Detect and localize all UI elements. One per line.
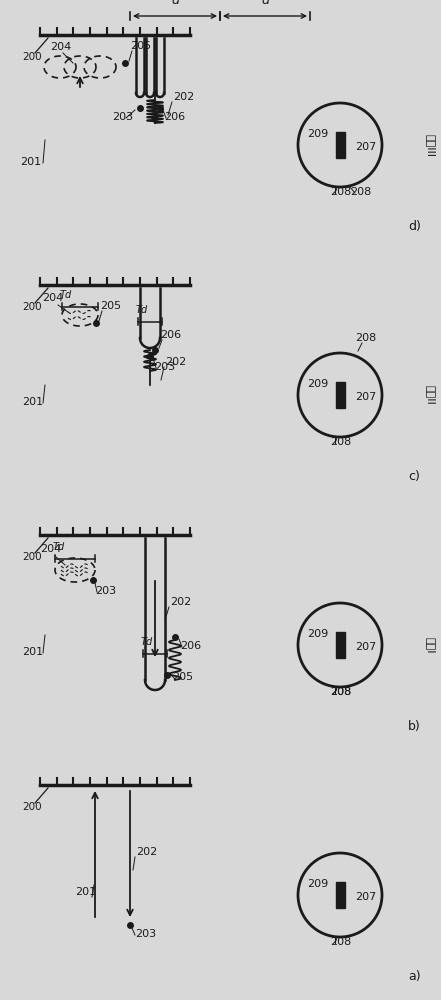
Bar (336, 132, 344, 158)
Text: 202: 202 (173, 92, 194, 102)
Text: 207: 207 (355, 642, 376, 652)
Text: d): d) (408, 220, 421, 233)
Text: b): b) (408, 720, 421, 733)
Text: 204: 204 (50, 42, 71, 52)
Text: Td: Td (136, 305, 148, 315)
Text: 202: 202 (170, 597, 191, 607)
Text: 200: 200 (22, 552, 41, 562)
Bar (336, 882, 344, 908)
Text: 202: 202 (136, 847, 157, 857)
Text: Td: Td (53, 542, 65, 552)
Text: c): c) (408, 470, 420, 483)
Text: 208: 208 (330, 437, 351, 447)
Text: 203: 203 (112, 112, 133, 122)
Text: 209: 209 (307, 879, 329, 889)
Text: 201: 201 (22, 397, 43, 407)
Text: 209: 209 (307, 129, 329, 139)
Text: 209: 209 (307, 379, 329, 389)
Text: 204: 204 (40, 544, 61, 554)
Text: 207: 207 (355, 142, 376, 152)
Bar (336, 382, 344, 408)
Text: 209: 209 (307, 629, 329, 639)
Text: 206: 206 (164, 112, 185, 122)
Text: 203: 203 (135, 929, 156, 939)
Text: 208: 208 (350, 187, 371, 197)
Text: 207: 207 (355, 392, 376, 402)
Text: 205: 205 (130, 41, 151, 51)
Text: 201: 201 (75, 887, 96, 897)
Text: 208: 208 (330, 187, 351, 197)
Text: 203: 203 (95, 586, 116, 596)
Text: d: d (171, 0, 179, 7)
Text: 201: 201 (22, 647, 43, 657)
Text: 等级II: 等级II (425, 385, 435, 405)
Text: a): a) (408, 970, 421, 983)
Text: 204: 204 (42, 293, 63, 303)
Text: 206: 206 (180, 641, 201, 651)
Text: 等级III: 等级III (425, 133, 435, 156)
Text: 208: 208 (330, 937, 351, 947)
Text: 201: 201 (20, 157, 41, 167)
Text: 202: 202 (165, 357, 186, 367)
Bar (336, 632, 344, 658)
Text: 203: 203 (154, 362, 175, 372)
Text: 208: 208 (330, 687, 351, 697)
Text: 205: 205 (100, 301, 121, 311)
Text: 207: 207 (355, 892, 376, 902)
Text: 200: 200 (22, 52, 41, 62)
Text: d: d (261, 0, 269, 7)
Text: Td: Td (60, 290, 72, 300)
Text: 208: 208 (355, 333, 376, 343)
Text: 208: 208 (330, 687, 351, 697)
Text: Td: Td (141, 637, 153, 647)
Text: 205: 205 (172, 672, 193, 682)
Text: 206: 206 (160, 330, 181, 340)
Text: 等级I: 等级I (425, 637, 435, 653)
Text: 200: 200 (22, 302, 41, 312)
Text: 200: 200 (22, 802, 41, 812)
